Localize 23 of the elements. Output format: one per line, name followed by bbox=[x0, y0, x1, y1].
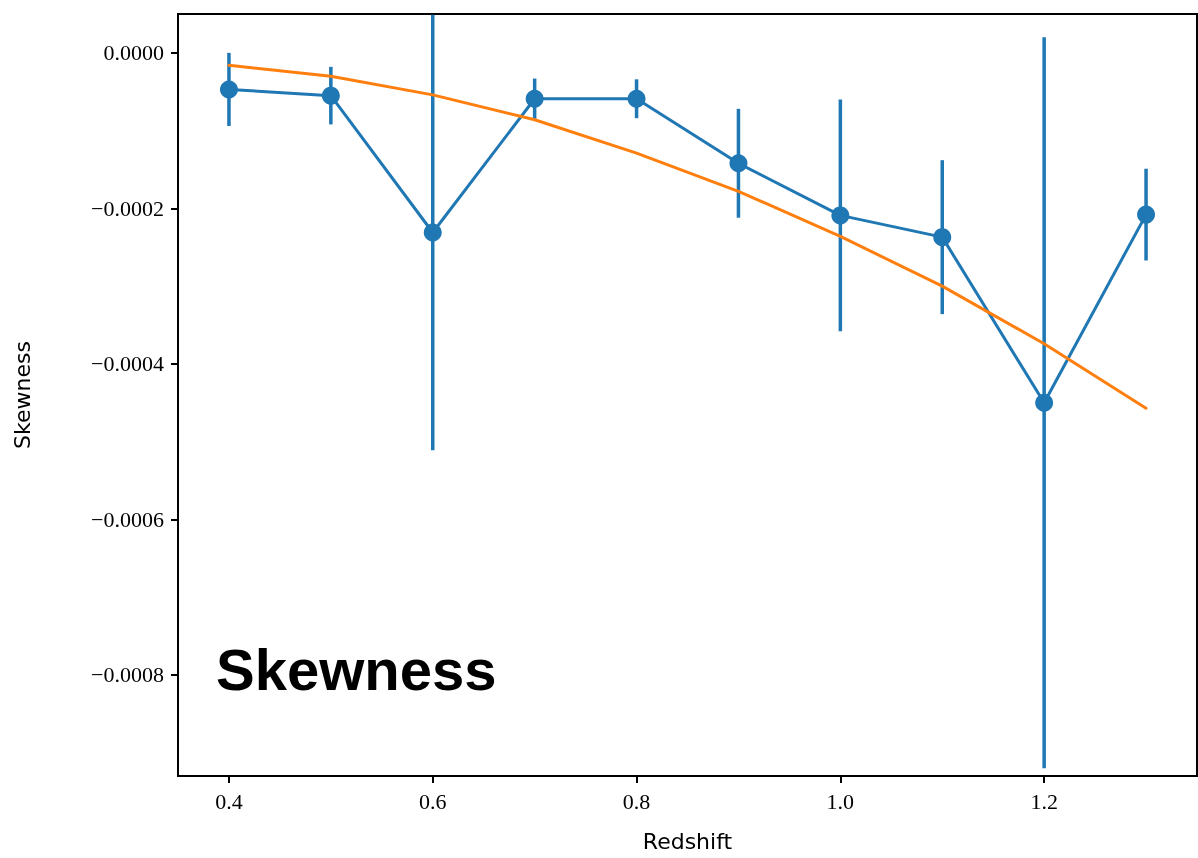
point bbox=[627, 89, 646, 108]
y-tick-label: −0.0006 bbox=[91, 506, 164, 532]
x-tick-label: 0.6 bbox=[419, 788, 447, 814]
x-axis-title: Redshift bbox=[642, 828, 733, 854]
point bbox=[321, 86, 340, 105]
x-tick-label: 1.2 bbox=[1030, 788, 1058, 814]
y-tick-label: −0.0002 bbox=[91, 195, 164, 221]
y-tick-label: −0.0004 bbox=[91, 351, 164, 377]
x-tick-label: 1.0 bbox=[826, 788, 855, 814]
y-tick-label: −0.0008 bbox=[91, 662, 164, 688]
point bbox=[1035, 393, 1054, 412]
point bbox=[525, 89, 544, 108]
y-tick-label: 0.0000 bbox=[103, 40, 164, 66]
y-axis-title: Skewness bbox=[9, 341, 35, 449]
point bbox=[219, 80, 238, 99]
point bbox=[933, 228, 952, 247]
x-tick-label: 0.4 bbox=[215, 788, 243, 814]
point bbox=[423, 223, 442, 242]
point bbox=[729, 154, 748, 173]
x-tick-label: 0.8 bbox=[622, 788, 651, 814]
point bbox=[1137, 205, 1156, 224]
annotation: Skewness bbox=[216, 636, 497, 702]
point bbox=[831, 206, 850, 225]
